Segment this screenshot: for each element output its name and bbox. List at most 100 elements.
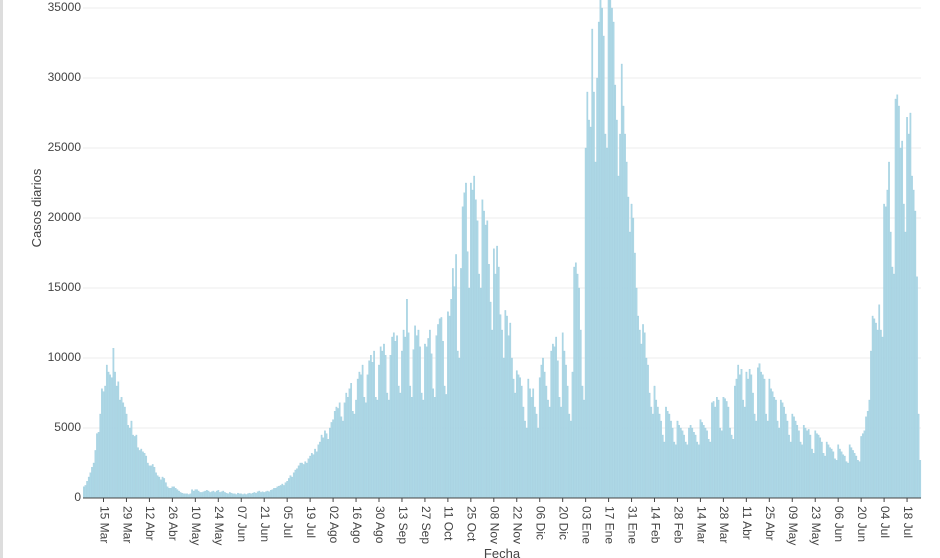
- bar: [458, 357, 461, 498]
- bar: [827, 444, 830, 498]
- bar: [312, 454, 315, 498]
- bar: [765, 413, 767, 498]
- bar: [594, 161, 597, 498]
- bar: [84, 485, 87, 498]
- bar: [396, 335, 398, 498]
- bar: [561, 332, 564, 498]
- bar: [883, 203, 885, 498]
- bar: [371, 362, 374, 498]
- bar: [443, 385, 446, 498]
- bar: [725, 401, 728, 498]
- bar: [647, 364, 649, 498]
- x-tick-label: 12 Abr: [143, 506, 157, 541]
- bar: [102, 391, 105, 498]
- bar: [456, 350, 459, 498]
- bar: [573, 266, 576, 498]
- bar: [238, 493, 241, 498]
- bar: [196, 489, 198, 498]
- bar: [438, 318, 441, 498]
- bar: [865, 416, 867, 498]
- bar: [461, 206, 464, 498]
- bar: [629, 231, 631, 498]
- bar: [734, 385, 736, 498]
- bar: [781, 402, 784, 498]
- y-axis-title: Casos diarios: [29, 168, 44, 247]
- bar: [798, 430, 800, 498]
- bar: [261, 491, 264, 498]
- bar: [383, 343, 385, 498]
- bar: [779, 399, 782, 498]
- bar: [914, 210, 917, 498]
- bar: [919, 460, 922, 498]
- bar: [847, 462, 849, 498]
- bar: [447, 311, 449, 498]
- bar: [638, 329, 641, 498]
- bar: [755, 420, 758, 498]
- bar: [753, 413, 756, 498]
- bar: [415, 335, 418, 498]
- bar: [607, 0, 610, 498]
- bar: [524, 420, 526, 498]
- bar: [648, 392, 651, 498]
- bar: [714, 406, 717, 498]
- bar: [288, 478, 290, 498]
- x-tick-label: 29 Mar: [120, 506, 134, 543]
- bar: [814, 430, 817, 498]
- bar: [658, 413, 661, 498]
- bar: [893, 273, 895, 498]
- bar: [750, 374, 753, 498]
- bar: [835, 460, 838, 498]
- bar: [268, 491, 271, 498]
- bar: [868, 399, 871, 498]
- bar: [709, 441, 712, 498]
- bar: [242, 494, 244, 498]
- bar: [374, 397, 377, 498]
- x-tick-label: 31 Ene: [625, 506, 639, 544]
- bar: [260, 492, 262, 498]
- bar: [909, 112, 912, 498]
- bar: [247, 493, 249, 498]
- bar: [773, 397, 776, 498]
- bar: [650, 406, 653, 498]
- bar: [507, 335, 510, 498]
- x-tick-label: 05 Jul: [281, 506, 295, 538]
- bar: [232, 493, 234, 498]
- y-tick-label: 20000: [48, 210, 82, 224]
- bar: [289, 475, 292, 498]
- bar: [194, 489, 197, 498]
- bar: [912, 189, 915, 498]
- bar: [269, 490, 272, 498]
- bar: [360, 374, 362, 498]
- bar: [527, 378, 530, 498]
- bar: [220, 491, 223, 498]
- bar: [625, 161, 628, 498]
- bar: [816, 433, 818, 498]
- bar: [783, 406, 785, 498]
- bar: [222, 490, 225, 498]
- bar: [166, 486, 169, 498]
- bar: [804, 427, 807, 498]
- bar: [684, 441, 687, 498]
- y-tick-label: 25000: [48, 140, 82, 154]
- bar: [468, 287, 471, 498]
- bar: [819, 437, 822, 498]
- bar: [151, 464, 154, 498]
- bar: [558, 397, 561, 498]
- bar: [256, 491, 259, 498]
- bar: [545, 385, 548, 498]
- bar: [386, 392, 389, 498]
- bar: [240, 493, 243, 498]
- bar: [484, 224, 487, 498]
- bar: [637, 315, 640, 498]
- bar: [384, 355, 387, 498]
- bar: [776, 420, 779, 498]
- bar: [322, 437, 325, 498]
- bar: [630, 203, 633, 498]
- bar: [842, 454, 844, 498]
- bar: [888, 161, 890, 498]
- bar: [107, 371, 110, 498]
- bar: [210, 491, 213, 498]
- bar: [663, 441, 666, 498]
- bar: [492, 248, 495, 498]
